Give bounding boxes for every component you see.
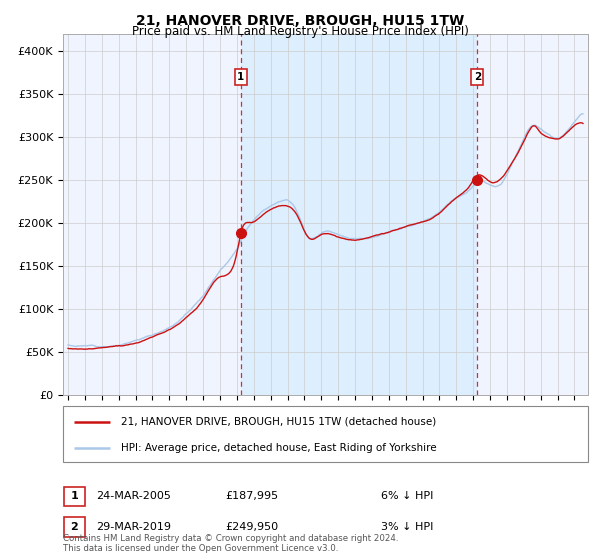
Text: 6% ↓ HPI: 6% ↓ HPI	[381, 491, 433, 501]
Text: 21, HANOVER DRIVE, BROUGH, HU15 1TW: 21, HANOVER DRIVE, BROUGH, HU15 1TW	[136, 14, 464, 28]
Text: Price paid vs. HM Land Registry's House Price Index (HPI): Price paid vs. HM Land Registry's House …	[131, 25, 469, 38]
Text: 21, HANOVER DRIVE, BROUGH, HU15 1TW (detached house): 21, HANOVER DRIVE, BROUGH, HU15 1TW (det…	[121, 417, 436, 427]
Text: 24-MAR-2005: 24-MAR-2005	[96, 491, 171, 501]
Bar	[241, 34, 477, 395]
Text: 3% ↓ HPI: 3% ↓ HPI	[381, 522, 433, 532]
Text: Contains HM Land Registry data © Crown copyright and database right 2024.
This d: Contains HM Land Registry data © Crown c…	[63, 534, 398, 553]
Text: £187,995: £187,995	[225, 491, 278, 501]
Text: HPI: Average price, detached house, East Riding of Yorkshire: HPI: Average price, detached house, East…	[121, 443, 436, 453]
Text: 2: 2	[71, 522, 78, 532]
Text: 2: 2	[473, 72, 481, 82]
Text: 1: 1	[237, 72, 244, 82]
Text: £249,950: £249,950	[225, 522, 278, 532]
Text: 1: 1	[71, 491, 78, 501]
Text: 29-MAR-2019: 29-MAR-2019	[96, 522, 171, 532]
